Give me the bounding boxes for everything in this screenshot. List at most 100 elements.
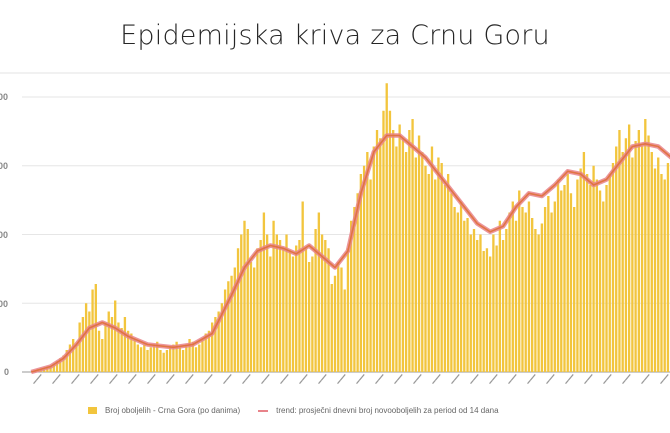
daily-cases-bar [650, 152, 653, 372]
daily-cases-bar [359, 174, 363, 372]
daily-cases-bar [68, 344, 72, 372]
x-tick-label: ▬▬▬ [449, 372, 461, 384]
daily-cases-bar [524, 212, 527, 372]
daily-cases-bar [595, 179, 598, 372]
daily-cases-bar [198, 344, 201, 372]
daily-cases-bar [553, 201, 556, 372]
daily-cases-bar [573, 207, 576, 372]
x-tick-label: ▬▬▬ [69, 372, 81, 384]
daily-cases-bar [543, 207, 547, 372]
daily-cases-bar [52, 363, 55, 372]
daily-cases-bar [666, 163, 670, 372]
daily-cases-bar [382, 110, 385, 372]
daily-cases-bar [408, 130, 411, 372]
daily-cases-bar [126, 330, 130, 372]
daily-cases-bar [233, 267, 236, 372]
daily-cases-bar [621, 152, 624, 372]
daily-cases-bar [456, 212, 459, 372]
daily-cases-bar [175, 341, 178, 372]
daily-cases-bar [201, 339, 204, 372]
daily-cases-bar [117, 322, 120, 372]
daily-cases-bar [388, 110, 392, 372]
daily-cases-bar [417, 135, 421, 372]
daily-cases-bar [547, 196, 550, 372]
daily-cases-bar [97, 330, 101, 372]
daily-cases-bar [653, 168, 657, 372]
x-tick-label: ▬▬▬ [392, 372, 404, 384]
daily-cases-bar [282, 248, 285, 372]
x-tick-label: ▬▬▬ [183, 372, 195, 384]
x-tick-label: ▬▬▬ [601, 372, 613, 384]
daily-cases-bar [576, 179, 579, 372]
daily-cases-bar [579, 168, 582, 372]
daily-cases-bar [114, 300, 117, 372]
daily-cases-bar [404, 152, 408, 372]
daily-cases-bar [608, 174, 611, 372]
plot-area: ▬▬▬ ▬▬▬ ▬▬▬ ▬▬▬ ▬▬▬ ▬▬▬ ▬▬▬ ▬▬▬ ▬▬▬ ▬▬▬ ▬▬▬ ▬▬▬ ▬▬▬ ▬… [22, 83, 670, 385]
daily-cases-bar [527, 201, 531, 372]
daily-cases-bar [168, 347, 172, 372]
daily-cases-bar [317, 212, 321, 372]
title-separator [0, 72, 670, 74]
x-tick-label: ▬▬▬ [544, 372, 556, 384]
daily-cases-bar [159, 350, 162, 372]
x-tick-label: ▬▬▬ [373, 372, 385, 384]
daily-cases-bar [508, 212, 511, 372]
daily-cases-bar [427, 174, 430, 372]
daily-cases-bar [165, 350, 169, 372]
daily-cases-bar [156, 341, 159, 372]
y-tick-label: 00 [0, 92, 9, 102]
daily-cases-bar [139, 347, 143, 372]
daily-cases-bar [291, 256, 295, 372]
daily-cases-bar [256, 248, 259, 372]
daily-cases-bar [243, 220, 246, 372]
daily-cases-bar [49, 366, 52, 372]
daily-cases-bar [211, 322, 214, 372]
daily-cases-bar [72, 339, 75, 372]
daily-cases-bar [346, 248, 350, 372]
daily-cases-bar [240, 234, 243, 372]
y-tick-label: 00 [0, 230, 9, 240]
daily-cases-bar [265, 234, 269, 372]
daily-cases-bar [485, 248, 489, 372]
x-tick-label: ▬▬▬ [126, 372, 138, 384]
daily-cases-bar [414, 157, 417, 372]
daily-cases-bar [188, 339, 191, 372]
daily-cases-bar [401, 138, 405, 372]
daily-cases-bar [582, 152, 586, 372]
daily-cases-bar [120, 328, 123, 372]
daily-cases-bar [534, 229, 537, 372]
daily-cases-bar [618, 130, 621, 372]
daily-cases-bar [505, 229, 508, 372]
daily-cases-bar [592, 165, 595, 372]
daily-cases-bar [204, 333, 207, 372]
daily-cases-bar [660, 174, 663, 372]
x-tick-label: ▬▬▬ [202, 372, 214, 384]
x-tick-label: ▬▬▬ [316, 372, 328, 384]
daily-cases-bar [214, 317, 217, 372]
daily-cases-bar [172, 344, 175, 372]
daily-cases-bar [488, 256, 492, 372]
daily-cases-bar [272, 220, 275, 372]
daily-cases-bar [479, 234, 482, 372]
x-tick-label: ▬▬▬ [297, 372, 309, 384]
daily-cases-bar [146, 350, 149, 372]
legend-line-label: trend: prosječni dnevni broj novooboljel… [276, 406, 499, 415]
daily-cases-bar [424, 165, 427, 372]
daily-cases-bar [343, 289, 346, 372]
daily-cases-bar [366, 152, 369, 372]
daily-cases-bar [627, 124, 631, 372]
daily-cases-bar [78, 322, 81, 372]
daily-cases-bar [288, 251, 291, 372]
daily-cases-bar [333, 275, 337, 372]
daily-cases-bar [162, 352, 165, 372]
daily-cases-bar [385, 83, 388, 372]
daily-cases-bar [207, 330, 211, 372]
chart-title: Epidemijska kriva za Crnu Goru [120, 20, 550, 51]
line-legend-swatch-icon [258, 409, 269, 412]
x-tick-label: ▬▬▬ [259, 372, 271, 384]
x-tick-label: ▬▬▬ [88, 372, 100, 384]
x-tick-label: ▬▬▬ [278, 372, 290, 384]
daily-cases-bar [220, 303, 224, 372]
legend-bars-label: Broj oboljelih - Crna Gora (po danima) [105, 406, 241, 415]
